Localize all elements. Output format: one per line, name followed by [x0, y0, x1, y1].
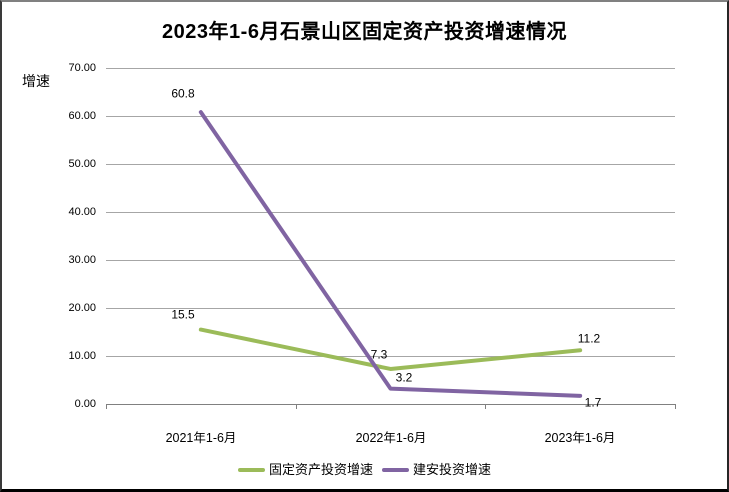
chart-title: 2023年1-6月石景山区固定资产投资增速情况	[162, 21, 567, 43]
gridline	[106, 212, 675, 213]
gridline	[106, 356, 675, 357]
legend-label: 固定资产投资增速	[268, 462, 373, 477]
legend-item-0: 固定资产投资增速	[237, 461, 373, 479]
series-line-0	[198, 327, 583, 371]
x-axis-tick	[296, 404, 297, 409]
y-tick-label: 30.00	[68, 254, 96, 266]
series-lines	[198, 110, 583, 398]
x-axis-line	[106, 404, 675, 405]
legend-item-1: 建安投资增速	[382, 461, 491, 479]
y-tick-label: 40.00	[68, 206, 96, 218]
legend: 固定资产投资增速 建安投资增速	[2, 458, 727, 482]
data-label: 11.2	[577, 331, 601, 346]
series-line-1	[198, 110, 583, 398]
data-label: 15.5	[171, 307, 195, 322]
x-axis-label: 2022年1-6月	[355, 431, 427, 445]
y-tick-label: 20.00	[68, 302, 96, 314]
x-axis-tick	[106, 404, 107, 409]
x-axis-tick	[485, 404, 486, 409]
legend-label: 建安投资增速	[413, 462, 492, 477]
gridline	[106, 68, 675, 69]
gridline	[106, 260, 675, 261]
data-label: 3.2	[395, 370, 413, 385]
y-tick-label: 0.00	[74, 398, 96, 410]
x-axis-label: 2021年1-6月	[165, 431, 237, 445]
data-label: 7.3	[370, 347, 388, 362]
y-tick-label: 10.00	[68, 350, 96, 362]
data-label: 1.7	[584, 395, 602, 410]
y-tick-label: 50.00	[68, 158, 96, 170]
gridline	[106, 164, 675, 165]
y-axis-title: 增速	[22, 73, 50, 89]
x-axis-tick	[675, 404, 676, 409]
y-tick-label: 60.00	[68, 110, 96, 122]
legend-line-swatch	[237, 468, 265, 472]
x-axis-label: 2023年1-6月	[544, 431, 616, 445]
y-tick-label: 70.00	[68, 62, 96, 74]
data-label: 60.8	[171, 86, 195, 101]
gridline	[106, 308, 675, 309]
gridline	[106, 116, 675, 117]
legend-line-swatch	[382, 468, 409, 472]
